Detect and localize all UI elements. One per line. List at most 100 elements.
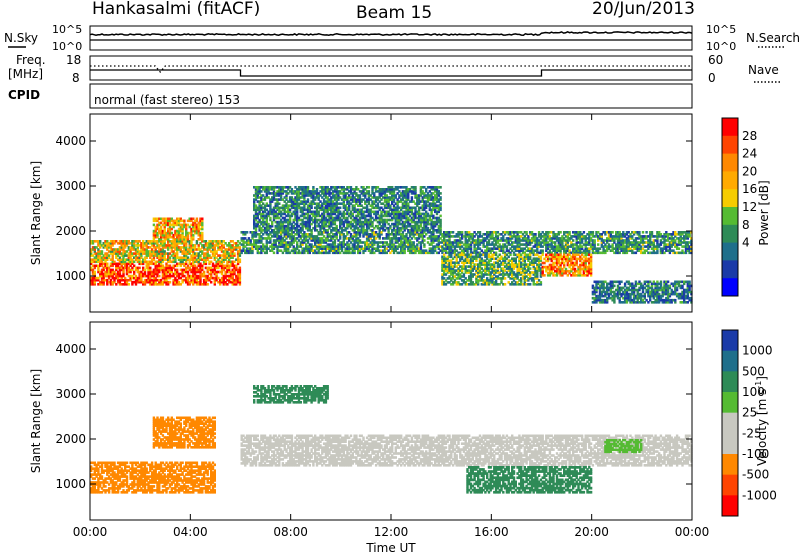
power-echo-cell <box>374 188 378 191</box>
power-echo-cell <box>204 262 208 266</box>
power-echo-cell <box>168 217 172 221</box>
power-echo-cell <box>172 278 175 282</box>
power-echo-cell <box>396 204 399 207</box>
power-echo-cell <box>165 217 168 221</box>
power-echo-cell <box>606 237 609 240</box>
power-echo-cell <box>256 239 259 242</box>
power-echo-cell <box>373 233 376 236</box>
power-echo-cell <box>100 250 104 253</box>
power-echo-cell <box>371 186 374 189</box>
power-echo-cell <box>195 280 199 284</box>
power-echo-cell <box>269 216 272 220</box>
power-echo-cell <box>378 222 381 226</box>
power-echo-cell <box>220 246 224 249</box>
power-echo-cell <box>326 206 329 210</box>
power-echo-cell <box>314 192 317 195</box>
power-echo-cell <box>197 268 200 272</box>
power-echo-cell <box>186 256 190 259</box>
power-echo-cell <box>584 241 587 244</box>
power-echo-cell <box>437 243 440 246</box>
power-echo-cell <box>127 258 130 261</box>
power-echo-cell <box>417 247 421 250</box>
power-echo-cell <box>396 233 399 236</box>
power-echo-cell <box>319 229 322 232</box>
power-echo-cell <box>285 214 288 218</box>
power-echo-cell <box>573 243 577 246</box>
power-echo-cell <box>249 243 252 246</box>
power-echo-cell <box>400 200 403 203</box>
power-echo-cell <box>238 248 242 251</box>
power-echo-cell <box>367 226 371 230</box>
power-echo-cell <box>602 239 605 242</box>
power-echo-cell <box>127 246 130 249</box>
power-echo-cell <box>572 231 575 234</box>
power-echo-cell <box>351 188 354 191</box>
power-echo-cell <box>145 256 148 259</box>
power-echo-cell <box>104 264 107 268</box>
power-echo-cell <box>380 233 383 236</box>
power-echo-cell <box>272 241 276 244</box>
power-echo-cell <box>484 249 487 252</box>
power-echo-cell <box>231 252 234 255</box>
power-echo-cell <box>161 270 165 274</box>
power-echo-cell <box>632 239 636 242</box>
power-echo-cell <box>439 233 442 236</box>
power-echo-cell <box>396 214 399 218</box>
power-echo-cell <box>385 243 388 246</box>
power-echo-cell <box>401 241 405 244</box>
power-echo-cell <box>265 229 268 232</box>
power-echo-cell <box>231 254 234 257</box>
power-echo-cell <box>564 245 568 248</box>
power-echo-cell <box>457 235 460 238</box>
power-echo-cell <box>322 239 326 242</box>
power-echo-cell <box>679 243 682 246</box>
power-echo-cell <box>566 245 569 248</box>
power-echo-cell <box>271 196 274 199</box>
power-echo-cell <box>129 268 132 272</box>
power-echo-cell <box>546 251 550 255</box>
power-echo-cell <box>308 222 311 226</box>
power-echo-cell <box>588 247 591 250</box>
power-echo-cell <box>636 245 639 248</box>
power-echo-cell <box>226 260 229 264</box>
power-echo-cell <box>272 251 276 255</box>
power-echo-cell <box>104 246 107 249</box>
power-echo-cell <box>111 244 114 247</box>
power-echo-cell <box>269 241 272 244</box>
power-echo-cell <box>394 220 397 224</box>
power-echo-cell <box>330 229 333 232</box>
power-echo-cell <box>254 222 258 226</box>
power-echo-cell <box>159 258 163 261</box>
power-echo-cell <box>116 258 120 261</box>
power-echo-cell <box>262 214 265 218</box>
power-echo-cell <box>360 214 363 218</box>
power-echo-cell <box>229 276 233 280</box>
power-echo-cell <box>133 252 136 255</box>
power-echo-cell <box>224 258 227 261</box>
power-echo-cell <box>125 244 129 247</box>
power-echo-cell <box>324 186 328 189</box>
power-echo-cell <box>179 246 182 249</box>
power-echo-cell <box>115 274 118 278</box>
power-echo-cell <box>389 218 392 222</box>
power-echo-cell <box>138 240 141 243</box>
power-echo-cell <box>394 247 397 250</box>
power-echo-cell <box>190 233 193 237</box>
power-echo-cell <box>131 274 134 278</box>
power-echo-cell <box>486 231 489 234</box>
power-echo-cell <box>231 280 234 284</box>
power-echo-cell <box>663 235 666 238</box>
power-echo-cell <box>253 239 256 242</box>
power-echo-cell <box>210 268 213 272</box>
power-echo-cell <box>201 233 204 237</box>
power-echo-cell <box>554 245 557 248</box>
power-echo-cell <box>369 233 372 236</box>
power-echo-cell <box>199 274 202 278</box>
power-echo-cell <box>195 283 199 286</box>
power-echo-cell <box>308 247 311 250</box>
power-echo-cell <box>389 206 392 210</box>
power-echo-cell <box>138 262 141 266</box>
power-echo-cell <box>337 239 340 242</box>
power-echo-cell <box>615 251 618 255</box>
power-echo-cell <box>339 237 342 240</box>
